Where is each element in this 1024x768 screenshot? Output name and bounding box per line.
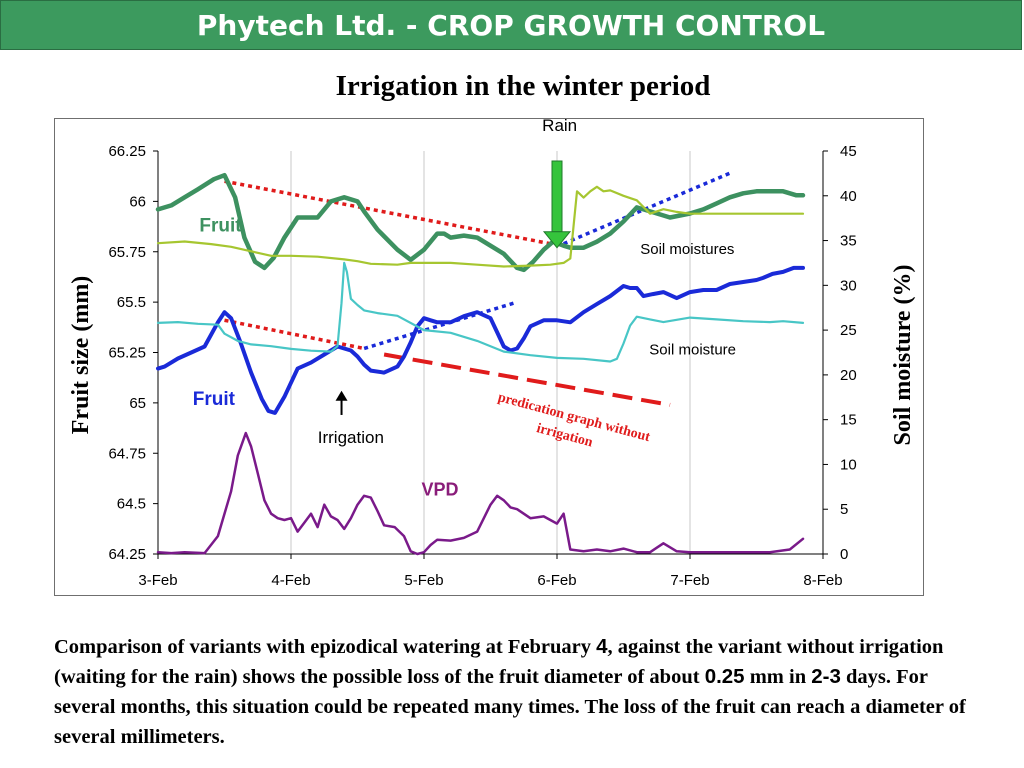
trend-line-dotted (224, 318, 365, 351)
y-tick-label-left: 66.25 (108, 143, 146, 160)
y-tick-label-right: 40 (840, 188, 857, 205)
chart-svg: 66.25 66 65.75 65.5 65.25 65 64.75 64.5 64.25 45 4… (68, 116, 916, 589)
header-banner: Phytech Ltd. - CROP GROWTH CONTROL (0, 0, 1022, 50)
caption-number-3: 2-3 (811, 665, 841, 688)
caption-number-2: 0.25 (704, 665, 745, 688)
y-tick-label-left: 64.5 (117, 496, 146, 513)
series-line-vpd (156, 431, 805, 556)
y-axis-label-left: Fruit size (mm) (68, 276, 94, 435)
annotation-vpd-label: VPD (421, 480, 458, 500)
annotation-soil-moisture-label: Soil moisture (649, 342, 736, 359)
y-tick-label-right: 15 (840, 412, 857, 429)
y-tick-label-left: 65.25 (108, 345, 146, 362)
y-tick-label-right: 10 (840, 456, 857, 473)
y-tick-label-left: 64.75 (108, 445, 146, 462)
y-tick-label-right: 25 (840, 322, 857, 339)
annotation-rain: Rain (542, 116, 577, 135)
y-tick-label-left: 64.25 (108, 546, 146, 563)
annotation-fruit-upper-label: Fruit (199, 216, 242, 237)
y-tick-label-left: 65 (129, 395, 146, 412)
x-tick-label: 8-Feb (803, 572, 842, 589)
irrigation-arrow-head (335, 390, 348, 401)
chart-frame (54, 118, 924, 596)
caption-number-1: 4 (596, 635, 608, 658)
annotation-fruit-lower-label: Fruit (193, 389, 236, 410)
x-tick-label: 6-Feb (537, 572, 576, 589)
series-line-fruit-lower (156, 265, 805, 415)
y-tick-label-right: 30 (840, 277, 857, 294)
caption-text-1: Comparison of variants with epizodical w… (54, 636, 597, 658)
annotation-irrigation-label: Irrigation (318, 428, 384, 447)
trend-line-dotted (363, 300, 518, 351)
y-tick-label-right: 35 (840, 233, 857, 250)
trend-line-dashed (383, 352, 671, 407)
caption: Comparison of variants with epizodical w… (54, 632, 984, 752)
y-tick-label-left: 65.75 (108, 244, 146, 261)
series-line-soil-lower (156, 261, 805, 363)
x-tick-label: 7-Feb (670, 572, 709, 589)
annotation-soil-moistures-label: Soil moistures (640, 241, 734, 258)
y-tick-label-right: 20 (840, 367, 857, 384)
x-tick-label: 4-Feb (271, 572, 310, 589)
header-title: Phytech Ltd. - CROP GROWTH CONTROL (196, 9, 826, 42)
caption-text-4: days. For several months, this situation… (54, 666, 966, 748)
x-tick-label: 5-Feb (404, 572, 443, 589)
caption-text-2: , against the variant without irrigation… (54, 636, 944, 688)
y-tick-label-right: 45 (840, 143, 857, 160)
rain-arrow-shaft (551, 160, 563, 233)
y-tick-label-left: 65.5 (117, 294, 146, 311)
chart-title: Irrigation in the winter period (335, 70, 711, 102)
y-tick-label-right: 0 (840, 546, 848, 563)
rain-arrow-head (542, 231, 572, 249)
y-axis-label-right: Soil moisture (%) (890, 265, 916, 446)
y-tick-label-left: 66 (129, 193, 146, 210)
series-line-soil-upper (156, 185, 805, 268)
y-tick-label-right: 5 (840, 501, 848, 518)
caption-text-3: mm in (744, 666, 812, 688)
trend-line-dotted (224, 179, 551, 246)
x-tick-label: 3-Feb (138, 572, 177, 589)
